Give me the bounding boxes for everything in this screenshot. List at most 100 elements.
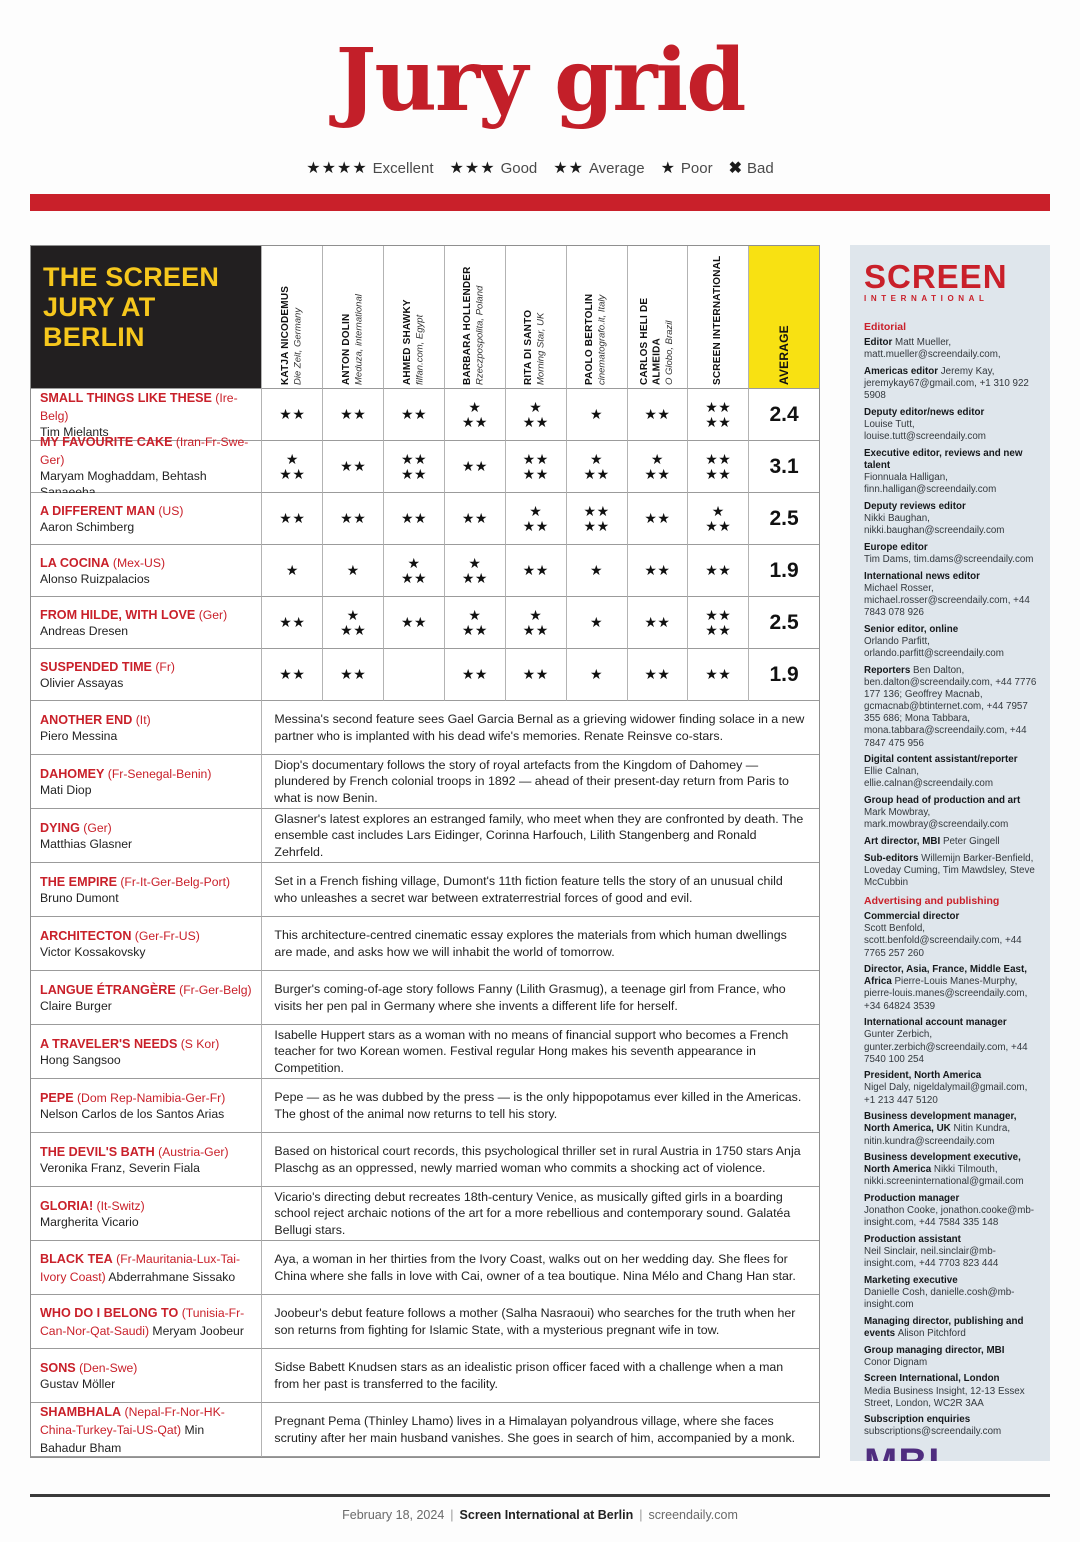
credits-item-label: Marketing executive	[864, 1274, 958, 1286]
star-rating-cell: ★★	[627, 493, 689, 545]
star-line: ★	[711, 502, 725, 519]
credits-item: Director, Asia, France, Middle East, Afr…	[864, 964, 1037, 1013]
table-row: DAHOMEY (Fr-Senegal-Benin) Mati Diop Diop'…	[31, 755, 819, 809]
star-line: ★★	[644, 562, 671, 579]
credits-item: President, North America Nigel Daly, nige…	[864, 1070, 1037, 1106]
credits-section-heading: Advertising and publishing	[864, 895, 1000, 908]
film-title: FROM HILDE, WITH LOVE	[40, 607, 196, 622]
star-rating-cell: ★★	[384, 493, 445, 545]
table-row: MY FAVOURITE CAKE (Iran-Fr-Swe-Ger) Marya…	[31, 435, 819, 499]
star-rating-cell: ★	[566, 545, 628, 597]
star-rating-cell: ★ ★★	[505, 597, 567, 649]
juror-column-header: BARBARA HOLLENDER Rzeczpospolita, Poland	[444, 246, 506, 391]
credits-sidebar: SCREEN INTERNATIONAL Editorial Editor Mat…	[850, 245, 1050, 1461]
film-synopsis: Burger's coming-of-age story follows Fan…	[262, 971, 819, 1025]
film-directors: Claire Burger	[40, 998, 112, 1013]
film-title-line: SMALL THINGS LIKE THESE (Ire-Belg)	[40, 389, 253, 425]
star-line: ★★	[461, 666, 488, 683]
average-score: 3.1	[749, 441, 819, 493]
star-rating-icon: ★★★	[449, 160, 496, 177]
credits-item-label: Group head of production and art	[864, 795, 1021, 807]
credits-item-label: Americas editor	[864, 366, 941, 378]
star-rating-cell: ★★	[323, 649, 385, 701]
credits-item: Executive editor, reviews and new talent…	[864, 448, 1037, 497]
star-line: ★	[285, 450, 299, 467]
credits-item-label: Director, Asia, France, Middle East, Afr…	[864, 964, 1027, 988]
film-countries: (Ger-Fr-US)	[131, 928, 200, 943]
film-directors: Alonso Ruizpalacios	[40, 571, 150, 586]
star-line: ★★	[279, 614, 306, 631]
juror-name: ANTON DOLIN	[340, 313, 352, 385]
table-row: THE DEVIL'S BATH (Austria-Ger) Veronika F…	[31, 1133, 819, 1187]
credits-item: Deputy reviews editor Nikki Baughan, nikk…	[864, 501, 1037, 537]
star-rating-cell: ★★	[323, 493, 385, 545]
credits-item-text: Alison Pitchford	[897, 1327, 966, 1339]
film-directors: Gustav Möller	[40, 1376, 116, 1391]
film-synopsis: Vicario's directing debut recreates 18th…	[262, 1187, 819, 1241]
table-row: ANOTHER END (It) Piero Messina Messina's s…	[31, 701, 819, 755]
juror-column-header: PAOLO BERTOLIN cinematografo.it, Italy	[566, 246, 628, 391]
star-rating-cell: ★★	[444, 441, 506, 493]
film-synopsis: Diop's documentary follows the story of …	[262, 755, 819, 809]
credits-item-label: Business development executive, North Am…	[864, 1152, 1021, 1176]
film-cell: SONS (Den-Swe) Gustav Möller	[31, 1349, 263, 1403]
credits-item: Production assistant Neil Sinclair, neil.…	[864, 1234, 1037, 1270]
film-synopsis: Set in a French fishing village, Dumont'…	[262, 863, 819, 917]
table-row: WHO DO I BELONG TO (Tunisia-Fr-Can-Nor-Q…	[31, 1295, 819, 1349]
film-countries: (Fr)	[151, 659, 175, 674]
star-rating-cell: ★ ★★	[262, 441, 324, 493]
credits-item-text: Mark Mowbray, mark.mowbray@screendaily.c…	[864, 807, 1009, 831]
table-row: SMALL THINGS LIKE THESE (Ire-Belg) Tim Mi…	[31, 389, 819, 441]
film-title-line: LA COCINA (Mex-US)	[40, 554, 253, 572]
star-line: ★★	[644, 666, 671, 683]
star-rating-cell: ★ ★★	[323, 597, 385, 649]
film-countries: (S Kor)	[177, 1036, 220, 1051]
star-rating-cell: ★ ★★	[627, 441, 689, 493]
star-rating-cell: ★★	[444, 493, 506, 545]
legend-label: Poor	[680, 159, 713, 177]
credits-item: Business development executive, North Am…	[864, 1152, 1037, 1188]
credits-item: Reporters Ben Dalton, ben.dalton@screend…	[864, 665, 1037, 750]
credits-item-text: Conor Dignam	[864, 1356, 928, 1368]
credits-item-label: Senior editor, online	[864, 623, 959, 635]
film-cell: SMALL THINGS LIKE THESE (Ire-Belg) Tim Mi…	[31, 389, 263, 441]
credits-item-label: Sub-editors	[864, 852, 922, 864]
film-title: SMALL THINGS LIKE THESE	[40, 390, 212, 405]
star-line: ★★	[705, 606, 732, 623]
star-rating-cell: ★★	[688, 649, 750, 701]
star-rating-cell: ★ ★★	[566, 441, 628, 493]
credits-item: Group head of production and art Mark Mow…	[864, 795, 1037, 831]
average-score: 1.9	[749, 545, 819, 597]
star-rating-cell: ★★	[627, 649, 689, 701]
film-cell: LANGUE ÉTRANGÈRE (Fr-Ger-Belg) Claire Bur…	[31, 971, 263, 1025]
film-directors: Tim Mielants	[40, 424, 109, 439]
film-synopsis: Joobeur's debut feature follows a mother…	[262, 1295, 819, 1349]
film-title: PEPE	[40, 1090, 74, 1105]
juror-column-header: KATJA NICODEMUS Die Zeit, Germany	[262, 246, 324, 389]
star-line: ★★	[705, 450, 732, 467]
star-line: ★★	[644, 614, 671, 631]
screen-logo: SCREEN	[864, 258, 1008, 295]
film-cell: FROM HILDE, WITH LOVE (Ger) Andreas Drese…	[31, 597, 263, 649]
star-rating-cell: ★★	[384, 597, 445, 649]
legend-item: ★★★★ Excellent	[306, 158, 433, 178]
film-cell: THE DEVIL'S BATH (Austria-Ger) Veronika F…	[31, 1133, 263, 1187]
juror-vertical-label: SCREEN INTERNATIONAL	[712, 250, 725, 391]
table-row: A TRAVELER'S NEEDS (S Kor) Hong Sangsoo Is…	[31, 1025, 819, 1079]
star-rating-icon: ★	[660, 160, 676, 177]
juror-vertical-label: PAOLO BERTOLIN cinematografo.it, Italy	[584, 250, 609, 391]
credits-item-text: Nigel Daly, nigeldalymail@gmail.com, +1 …	[864, 1082, 1028, 1106]
credits-item-text: Nitin Kundra, nitin.kundra@screendaily.c…	[864, 1123, 1011, 1147]
star-line: ★	[468, 606, 482, 623]
star-line: ★★	[705, 398, 732, 415]
film-title: ARCHITECTON	[40, 928, 132, 943]
film-title-line: ANOTHER END (It)	[40, 711, 253, 729]
film-directors: Piero Messina	[40, 728, 118, 743]
credits-item-label: Deputy editor/news editor	[864, 407, 985, 419]
juror-vertical-label: BARBARA HOLLENDER Rzeczpospolita, Poland	[462, 250, 487, 391]
film-countries: (Ire-Belg)	[40, 390, 238, 423]
film-countries: (Fr-Mauritania-Lux-Tai-Ivory Coast)	[40, 1251, 241, 1284]
table-row: THE EMPIRE (Fr-It-Ger-Belg-Port) Bruno Du…	[31, 863, 819, 917]
star-line: ★★	[705, 562, 732, 579]
film-countries: (Ger)	[195, 607, 228, 622]
